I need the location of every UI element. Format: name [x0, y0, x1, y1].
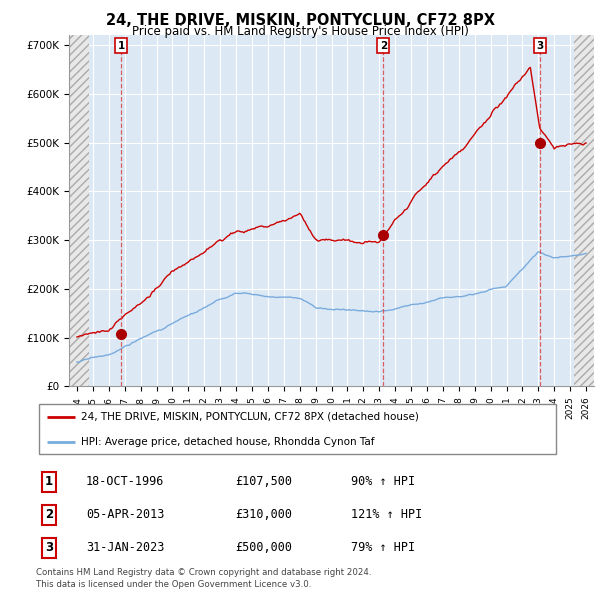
Text: 3: 3 — [536, 41, 543, 51]
Text: £500,000: £500,000 — [235, 541, 293, 555]
Text: 3: 3 — [45, 541, 53, 555]
Text: £310,000: £310,000 — [235, 508, 293, 522]
Text: £107,500: £107,500 — [235, 475, 293, 489]
Text: Price paid vs. HM Land Registry's House Price Index (HPI): Price paid vs. HM Land Registry's House … — [131, 25, 469, 38]
Text: 18-OCT-1996: 18-OCT-1996 — [86, 475, 164, 489]
Text: 1: 1 — [45, 475, 53, 489]
Text: 79% ↑ HPI: 79% ↑ HPI — [351, 541, 415, 555]
Text: 121% ↑ HPI: 121% ↑ HPI — [351, 508, 422, 522]
Bar — [574, 35, 594, 386]
Text: 2: 2 — [380, 41, 387, 51]
Text: 24, THE DRIVE, MISKIN, PONTYCLUN, CF72 8PX: 24, THE DRIVE, MISKIN, PONTYCLUN, CF72 8… — [106, 13, 494, 28]
FancyBboxPatch shape — [38, 404, 556, 454]
Text: HPI: Average price, detached house, Rhondda Cynon Taf: HPI: Average price, detached house, Rhon… — [80, 437, 374, 447]
Text: 05-APR-2013: 05-APR-2013 — [86, 508, 164, 522]
Text: 24, THE DRIVE, MISKIN, PONTYCLUN, CF72 8PX (detached house): 24, THE DRIVE, MISKIN, PONTYCLUN, CF72 8… — [80, 412, 419, 422]
Text: 2: 2 — [45, 508, 53, 522]
Text: 90% ↑ HPI: 90% ↑ HPI — [351, 475, 415, 489]
Text: 31-JAN-2023: 31-JAN-2023 — [86, 541, 164, 555]
Text: Contains HM Land Registry data © Crown copyright and database right 2024.
This d: Contains HM Land Registry data © Crown c… — [36, 568, 371, 589]
Text: 1: 1 — [118, 41, 125, 51]
Bar — [69, 35, 89, 386]
